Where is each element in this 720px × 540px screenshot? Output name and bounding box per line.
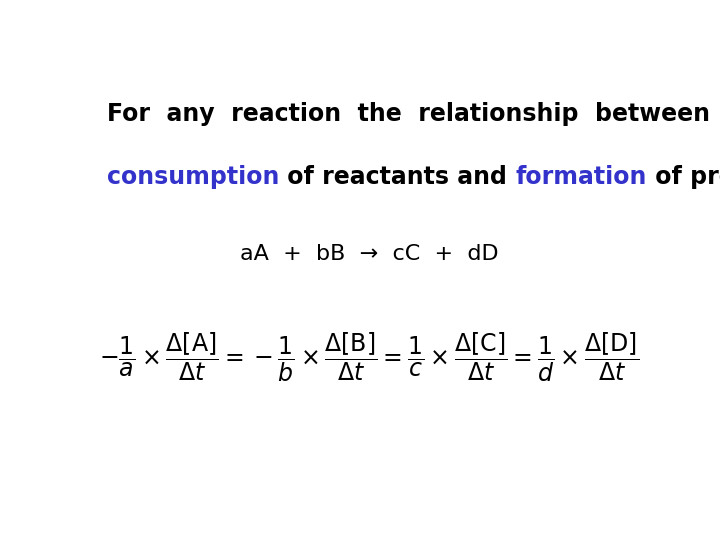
Text: consumption: consumption xyxy=(107,165,279,188)
Text: formation: formation xyxy=(516,165,647,188)
Text: $-\dfrac{1}{a}\times\dfrac{\Delta[\mathrm{A}]}{\Delta t} = -\dfrac{1}{b}\times\d: $-\dfrac{1}{a}\times\dfrac{\Delta[\mathr… xyxy=(99,331,639,384)
Text: aA  +  bB  →  cC  +  dD: aA + bB → cC + dD xyxy=(240,244,498,264)
Text: of products is:: of products is: xyxy=(647,165,720,188)
Text: For  any  reaction  the  relationship  between  the: For any reaction the relationship betwee… xyxy=(107,102,720,126)
Text: of reactants and: of reactants and xyxy=(279,165,516,188)
